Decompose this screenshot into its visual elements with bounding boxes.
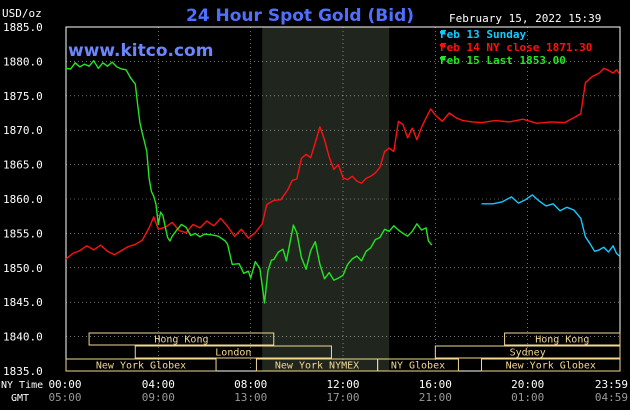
ny-time-label: NY Time bbox=[1, 380, 43, 391]
gmt-tick-label: 13:00 bbox=[234, 391, 267, 404]
market-session: Sydney bbox=[434, 345, 621, 359]
y-tick-label: 1845.0 bbox=[3, 296, 43, 309]
market-label: Hong Kong bbox=[535, 335, 589, 346]
y-tick-label: 1835.0 bbox=[3, 365, 43, 378]
market-box bbox=[481, 358, 621, 372]
y-tick-label: 1850.0 bbox=[3, 262, 43, 275]
market-label: NY Globex bbox=[391, 361, 445, 372]
nymex-shade bbox=[262, 27, 390, 371]
gmt-tick-label: 04:59 bbox=[595, 391, 628, 404]
timestamp: February 15, 2022 15:39 bbox=[449, 12, 601, 25]
market-session: New York Globex bbox=[65, 358, 217, 372]
market-session: NY Globex bbox=[377, 358, 459, 372]
y-tick-label: 1840.0 bbox=[3, 331, 43, 344]
x-tick-label: 00:00 bbox=[48, 378, 81, 391]
market-session: New York Globex bbox=[481, 358, 621, 372]
gmt-tick-label: 05:00 bbox=[48, 391, 81, 404]
legend-item-feb13: Feb 13 Sunday bbox=[440, 28, 526, 41]
y-tick-label: 1885.0 bbox=[3, 21, 43, 34]
y-tick-label: 1855.0 bbox=[3, 227, 43, 240]
market-label: London bbox=[215, 348, 251, 359]
series-line-2 bbox=[65, 60, 433, 304]
market-label: Sydney bbox=[510, 348, 546, 359]
y-tick-label: 1860.0 bbox=[3, 193, 43, 206]
legend-swatch-feb13 bbox=[440, 31, 445, 34]
kitco-watermark: www.kitco.com bbox=[68, 41, 213, 61]
y-tick-label: 1865.0 bbox=[3, 159, 43, 172]
x-tick-label: 04:00 bbox=[142, 378, 175, 391]
x-tick-label: 16:00 bbox=[419, 378, 452, 391]
market-box bbox=[65, 358, 217, 372]
legend-swatch-feb14 bbox=[440, 44, 445, 47]
x-tick-label: 12:00 bbox=[326, 378, 359, 391]
series-line-1 bbox=[65, 67, 621, 260]
series-line-0 bbox=[481, 194, 620, 257]
x-tick-label: 08:00 bbox=[234, 378, 267, 391]
market-box bbox=[134, 345, 332, 359]
gmt-tick-label: 09:00 bbox=[142, 391, 175, 404]
market-session: London bbox=[134, 345, 332, 359]
legend-item-feb15: Feb 15 Last 1853.00 bbox=[440, 54, 566, 67]
market-box bbox=[377, 358, 459, 372]
market-session: Hong Kong bbox=[504, 332, 621, 346]
legend-item-feb14: Feb 14 NY close 1871.30 bbox=[440, 41, 592, 54]
y-tick-label: 1875.0 bbox=[3, 90, 43, 103]
x-tick-label: 20:00 bbox=[511, 378, 544, 391]
market-label: New York NYMEX bbox=[275, 361, 359, 372]
gmt-tick-label: 17:00 bbox=[326, 391, 359, 404]
legend-swatch-feb15 bbox=[440, 57, 445, 60]
y-unit-label: USD/oz bbox=[2, 7, 42, 20]
chart-title: 24 Hour Spot Gold (Bid) bbox=[186, 6, 414, 26]
x-tick-label: 23:59 bbox=[595, 378, 628, 391]
market-label: Hong Kong bbox=[154, 335, 208, 346]
gmt-tick-label: 21:00 bbox=[419, 391, 452, 404]
market-session: Hong Kong bbox=[88, 332, 275, 346]
gmt-tick-label: 01:00 bbox=[511, 391, 544, 404]
market-box bbox=[504, 332, 621, 346]
y-tick-label: 1880.0 bbox=[3, 55, 43, 68]
market-label: New York Globex bbox=[506, 361, 596, 372]
market-box bbox=[88, 332, 275, 346]
gmt-label: GMT bbox=[11, 393, 29, 404]
market-label: New York Globex bbox=[96, 361, 186, 372]
market-box bbox=[434, 345, 621, 359]
legend: Feb 13 Sunday Feb 14 NY close 1871.30 Fe… bbox=[440, 28, 592, 67]
y-tick-label: 1870.0 bbox=[3, 124, 43, 137]
